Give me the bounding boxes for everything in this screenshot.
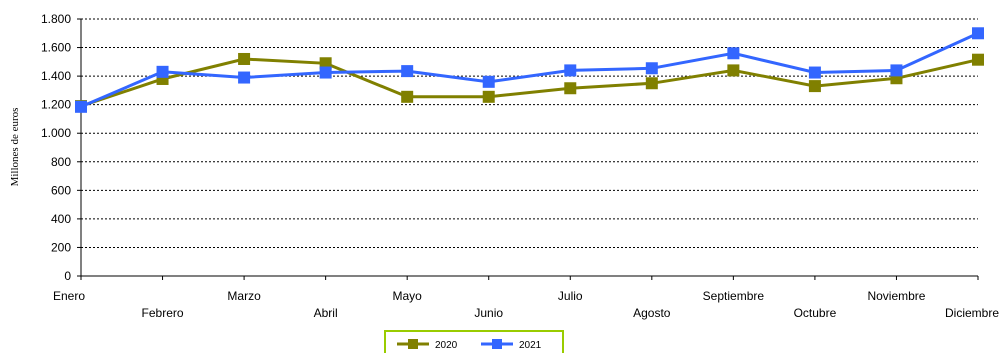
x-tick-labels: Enero Febrero Marzo Abril Mayo Junio Julio Agos… [53,276,999,320]
y-axis-label: Millones de euros [9,108,21,187]
y-tick-label: 1.800 [41,12,71,26]
data-point-2021 [564,64,577,77]
x-tick-label: Enero [53,289,85,303]
x-tick-label: Marzo [227,289,261,303]
data-point-2020 [727,64,740,77]
data-point-2021 [645,62,658,75]
x-tick-label: Octubre [794,306,837,320]
data-point-2021 [238,71,251,84]
data-point-2020 [401,90,414,103]
legend-box [384,330,564,353]
legend: 2020 2021 [384,330,564,353]
legend-label-2021: 2021 [519,340,542,351]
data-point-2020 [482,90,495,103]
legend-marker-2020 [408,339,418,349]
y-tick-label: 1.600 [41,41,71,55]
x-tick-label: Febrero [142,306,184,320]
data-point-2021 [401,65,414,78]
y-tick-label: 1.000 [41,126,71,140]
y-tick-label: 0 [64,269,71,283]
data-point-2020 [808,80,821,93]
y-tick-label: 600 [51,183,71,197]
data-point-2020 [972,53,984,66]
data-point-2020 [319,57,332,70]
data-point-2021 [156,65,169,78]
gridlines [81,18,978,248]
series-group [75,27,984,113]
data-point-2021 [808,66,821,79]
y-tick-labels: 0 200 400 600 800 1.000 1.200 1.400 1.600 1.800 [41,12,81,283]
series-line-2021 [80,31,979,109]
legend-label-2020: 2020 [435,340,458,351]
y-tick-label: 1.200 [41,98,71,112]
x-tick-label: Diciembre [945,306,999,320]
data-point-2020 [564,82,577,95]
y-tick-label: 400 [51,212,71,226]
data-point-2021 [482,75,495,88]
legend-marker-2021 [492,339,502,349]
data-point-2021 [890,64,903,77]
x-tick-label: Julio [558,289,583,303]
data-point-2020 [238,52,251,65]
data-point-2020 [645,77,658,90]
series-line-2020 [80,57,979,108]
data-point-2021 [972,27,984,40]
x-tick-label: Noviembre [867,289,925,303]
data-point-2021 [75,100,87,113]
data-point-2021 [319,66,332,79]
y-tick-label: 1.400 [41,69,71,83]
y-tick-label: 800 [51,155,71,169]
y-tick-label: 200 [51,240,71,254]
x-tick-label: Junio [474,306,503,320]
x-tick-label: Abril [314,306,338,320]
x-tick-label: Agosto [633,306,671,320]
x-tick-label: Mayo [393,289,423,303]
x-tick-label: Septiembre [703,289,765,303]
data-point-2021 [727,47,740,60]
